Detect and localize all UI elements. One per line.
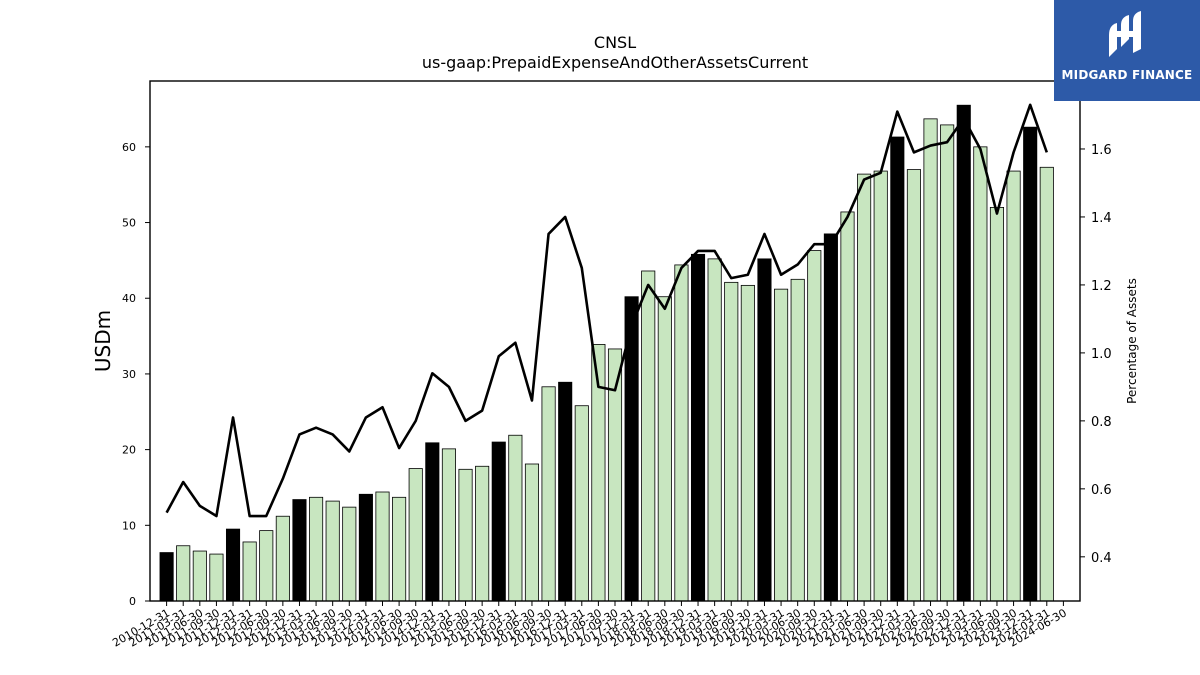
logo-text: MIDGARD FINANCE xyxy=(1061,68,1193,82)
bar xyxy=(1006,170,1021,602)
y2-tick-label: 0.6 xyxy=(1091,483,1112,498)
bar xyxy=(491,441,506,602)
series-line xyxy=(165,103,1049,518)
bar xyxy=(325,500,340,602)
bar xyxy=(375,491,390,602)
bar xyxy=(392,496,407,602)
y2-tick-label: 1.2 xyxy=(1091,279,1112,294)
bar xyxy=(358,493,373,602)
y-tick-label: 50 xyxy=(122,217,136,230)
y2-tick-label: 0.8 xyxy=(1091,415,1112,430)
bar xyxy=(192,550,207,602)
bar xyxy=(225,528,241,602)
bar xyxy=(840,211,855,602)
y2-tick-label: 1.0 xyxy=(1091,347,1112,362)
y-tick-label: 30 xyxy=(122,368,136,381)
bar xyxy=(873,170,888,602)
bar xyxy=(890,136,905,602)
bar xyxy=(524,463,540,602)
brand-logo: MIDGARD FINANCE xyxy=(1054,0,1200,101)
y2-tick-label: 1.6 xyxy=(1091,143,1112,158)
bar xyxy=(906,169,921,602)
y2-axis-label: Percentage of Assets xyxy=(1125,278,1139,404)
y-tick-label: 40 xyxy=(122,292,136,305)
bar xyxy=(823,233,838,602)
bar xyxy=(242,541,257,602)
bar xyxy=(807,250,822,602)
bar xyxy=(425,442,440,602)
bar xyxy=(641,270,656,602)
bar xyxy=(508,434,523,602)
bar xyxy=(707,258,722,602)
bar xyxy=(558,381,573,602)
bar xyxy=(973,146,988,602)
bar xyxy=(774,288,789,602)
bar xyxy=(441,448,456,602)
bar xyxy=(657,296,672,602)
bar xyxy=(740,284,755,602)
bar xyxy=(857,173,872,602)
bar xyxy=(790,278,805,602)
bar xyxy=(989,206,1005,602)
bar xyxy=(574,405,589,602)
bar xyxy=(342,506,357,602)
bar xyxy=(458,468,473,602)
y-tick-label: 10 xyxy=(122,519,136,532)
y-tick-label: 0 xyxy=(129,595,136,608)
bar xyxy=(176,545,191,602)
bar xyxy=(209,553,224,602)
y2-tick-label: 1.4 xyxy=(1091,211,1112,226)
bar xyxy=(690,253,706,602)
y-tick-label: 60 xyxy=(122,141,136,154)
bar xyxy=(275,515,290,602)
bar xyxy=(408,468,423,602)
bar xyxy=(1039,166,1054,602)
y-tick-label: 20 xyxy=(122,444,136,457)
logo-mark-icon xyxy=(1109,11,1141,57)
bar xyxy=(674,264,689,602)
y-axis-label: USDm xyxy=(91,310,115,372)
bar xyxy=(541,386,556,602)
bar xyxy=(757,258,772,602)
bar xyxy=(309,496,324,602)
bar xyxy=(956,104,971,602)
bar xyxy=(259,530,274,602)
bar xyxy=(1023,126,1038,602)
bar xyxy=(940,124,955,602)
chart-title: CNSL xyxy=(593,33,637,52)
y2-tick-label: 0.4 xyxy=(1091,551,1112,566)
bar xyxy=(724,281,739,602)
bar xyxy=(475,465,490,602)
bar xyxy=(292,499,307,602)
chart-subtitle: us-gaap:PrepaidExpenseAndOtherAssetsCurr… xyxy=(421,53,809,72)
bar xyxy=(923,118,938,602)
bar xyxy=(159,552,174,602)
